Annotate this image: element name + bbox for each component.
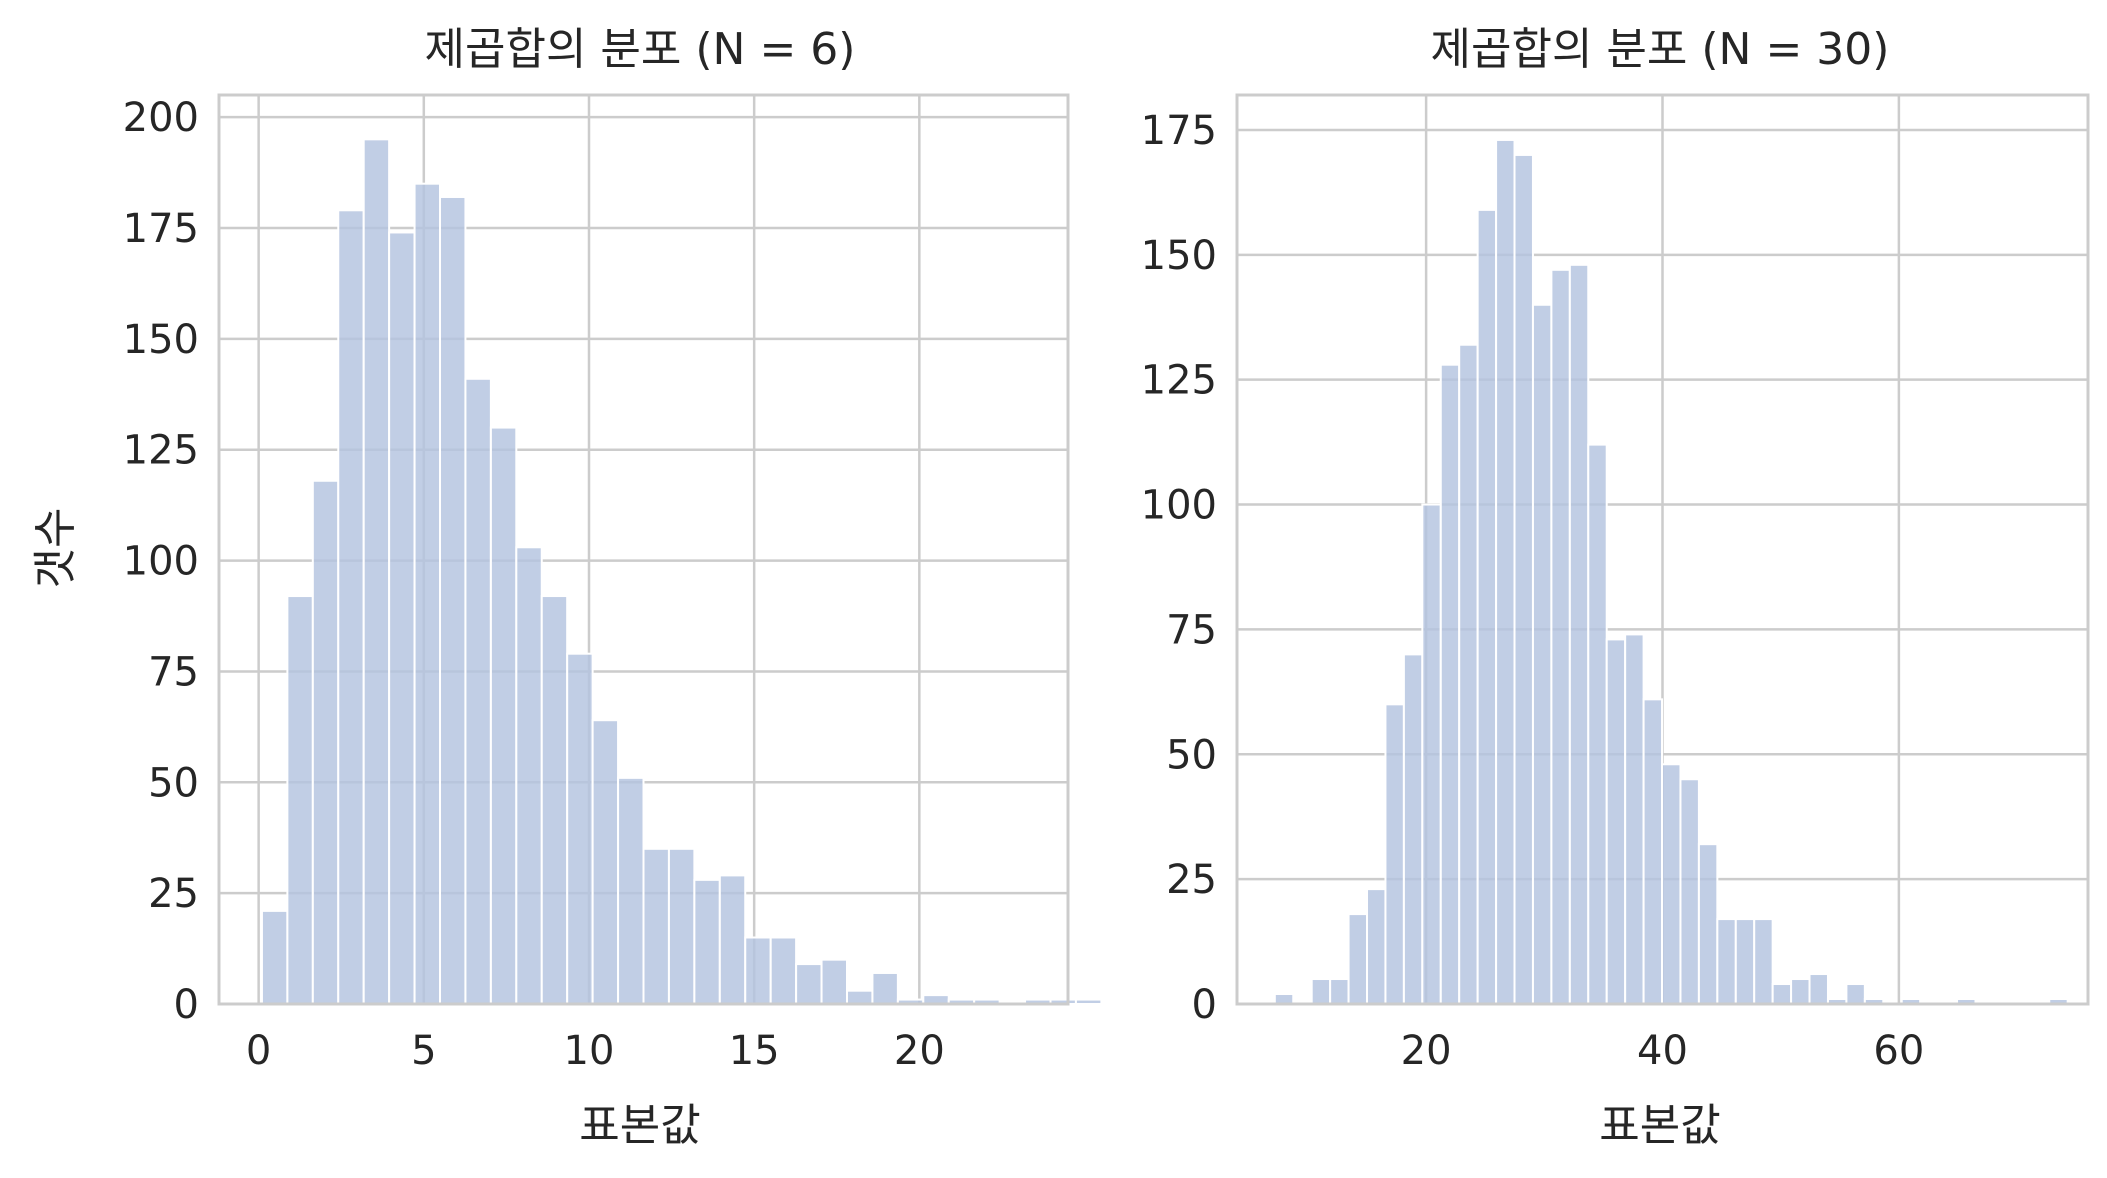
- histogram-bar: [1074, 998, 1103, 1006]
- chart-title: 제곱합의 분포 (N = 30): [1431, 24, 1890, 75]
- histogram-bar: [1716, 918, 1737, 1005]
- histogram-bar: [1697, 843, 1719, 1006]
- histogram-bar: [439, 195, 467, 1006]
- y-tick-label: 175: [1141, 108, 1217, 154]
- histogram-bar: [1347, 913, 1369, 1005]
- y-tick-label: 25: [1166, 857, 1217, 903]
- x-tick-label: 20: [1401, 1028, 1452, 1074]
- histogram-bar: [718, 874, 747, 1005]
- plot-frame: [217, 93, 1070, 1006]
- histogram-bar: [693, 878, 721, 1005]
- histogram-bar: [1458, 343, 1479, 1005]
- y-tick-label: 125: [123, 428, 199, 474]
- histogram-bar: [1753, 918, 1774, 1005]
- histogram-bar: [1624, 633, 1645, 1006]
- histogram-bar: [1384, 703, 1405, 1005]
- y-tick-label: 150: [123, 317, 199, 363]
- x-tick-label: 0: [246, 1028, 271, 1074]
- y-tick-label: 50: [1166, 732, 1217, 778]
- x-tick-label: 20: [894, 1028, 945, 1074]
- y-tick-label: 0: [174, 982, 199, 1028]
- histogram-bar: [744, 936, 772, 1005]
- x-axis-label: 표본값: [579, 1100, 700, 1151]
- y-tick-label: 125: [1141, 358, 1217, 404]
- y-tick-label: 75: [1166, 607, 1217, 653]
- histogram-bar: [362, 138, 391, 1005]
- histogram-bar: [311, 479, 340, 1005]
- histogram-bar: [1642, 698, 1664, 1005]
- x-tick-label: 10: [564, 1028, 615, 1074]
- histogram-panel-n30: 20 40 60 0 25 50 75 100 125 150 175 제곱합의 분포 (N = 3…: [1141, 24, 2090, 1151]
- y-tick-label: 100: [1141, 483, 1217, 529]
- histogram-bar: [286, 595, 314, 1005]
- x-tick-label: 60: [1873, 1028, 1924, 1074]
- y-tick-label: 200: [123, 95, 199, 141]
- histogram-bar: [1513, 153, 1534, 1005]
- histogram-bar: [489, 426, 518, 1005]
- histogram-bar: [1679, 778, 1700, 1005]
- histogram-bar: [1661, 763, 1682, 1005]
- histogram-bar: [1845, 983, 1866, 1005]
- histogram-bar: [1734, 918, 1756, 1005]
- histogram-bar: [1771, 983, 1793, 1005]
- histogram-bar: [1495, 138, 1516, 1005]
- y-tick-label: 150: [1141, 233, 1217, 279]
- histogram-bar: [337, 209, 365, 1006]
- histogram-bar: [769, 936, 798, 1005]
- histogram-bar: [617, 776, 645, 1005]
- y-tick-label: 50: [148, 760, 199, 806]
- histogram-bar: [260, 909, 289, 1006]
- plot-layer: 20 40 60 0 25 50 75 100 125 150 175: [1141, 93, 2090, 1074]
- histogram-bar: [1329, 978, 1350, 1005]
- histogram-bar: [566, 652, 594, 1005]
- histogram-bar: [820, 958, 848, 1005]
- x-tick-label: 5: [411, 1028, 436, 1074]
- y-tick-label: 100: [123, 539, 199, 585]
- histogram-bar: [1550, 268, 1571, 1005]
- histogram-bar: [1310, 978, 1332, 1005]
- histogram-bar: [1421, 503, 1442, 1005]
- histogram-bar: [388, 231, 416, 1005]
- y-tick-label: 75: [148, 649, 199, 695]
- histogram-bar: [464, 377, 492, 1006]
- chart-title: 제곱합의 분포 (N = 6): [425, 24, 856, 75]
- histogram-bar: [667, 847, 696, 1005]
- x-axis-label: 표본값: [1599, 1100, 1720, 1151]
- y-tick-label: 0: [1192, 982, 1217, 1028]
- histogram-bar: [1808, 973, 1829, 1005]
- y-tick-label: 25: [148, 871, 199, 917]
- plot-frame: [1235, 93, 2090, 1006]
- histogram-bar: [1790, 978, 1811, 1005]
- histogram-bar: [413, 182, 442, 1005]
- histogram-bar: [642, 847, 670, 1005]
- histogram-bar: [591, 719, 620, 1006]
- histogram-bar: [1531, 303, 1553, 1005]
- histogram-bar: [540, 595, 569, 1005]
- y-tick-label: 175: [123, 206, 199, 252]
- histogram-bar: [795, 963, 823, 1006]
- histogram-bar: [871, 971, 899, 1006]
- histogram-bar: [515, 546, 543, 1005]
- x-tick-label: 15: [729, 1028, 780, 1074]
- histogram-bar: [845, 989, 874, 1006]
- histogram-bar: [1476, 208, 1498, 1006]
- histogram-bar: [1568, 263, 1590, 1006]
- x-tick-label: 40: [1637, 1028, 1688, 1074]
- histogram-bar: [1439, 363, 1461, 1005]
- histogram-bar: [1587, 443, 1608, 1006]
- y-axis-label: 갯수: [30, 508, 81, 589]
- histogram-bar: [1605, 638, 1627, 1006]
- histogram-bar: [1366, 888, 1387, 1006]
- histogram-bar: [1402, 653, 1424, 1006]
